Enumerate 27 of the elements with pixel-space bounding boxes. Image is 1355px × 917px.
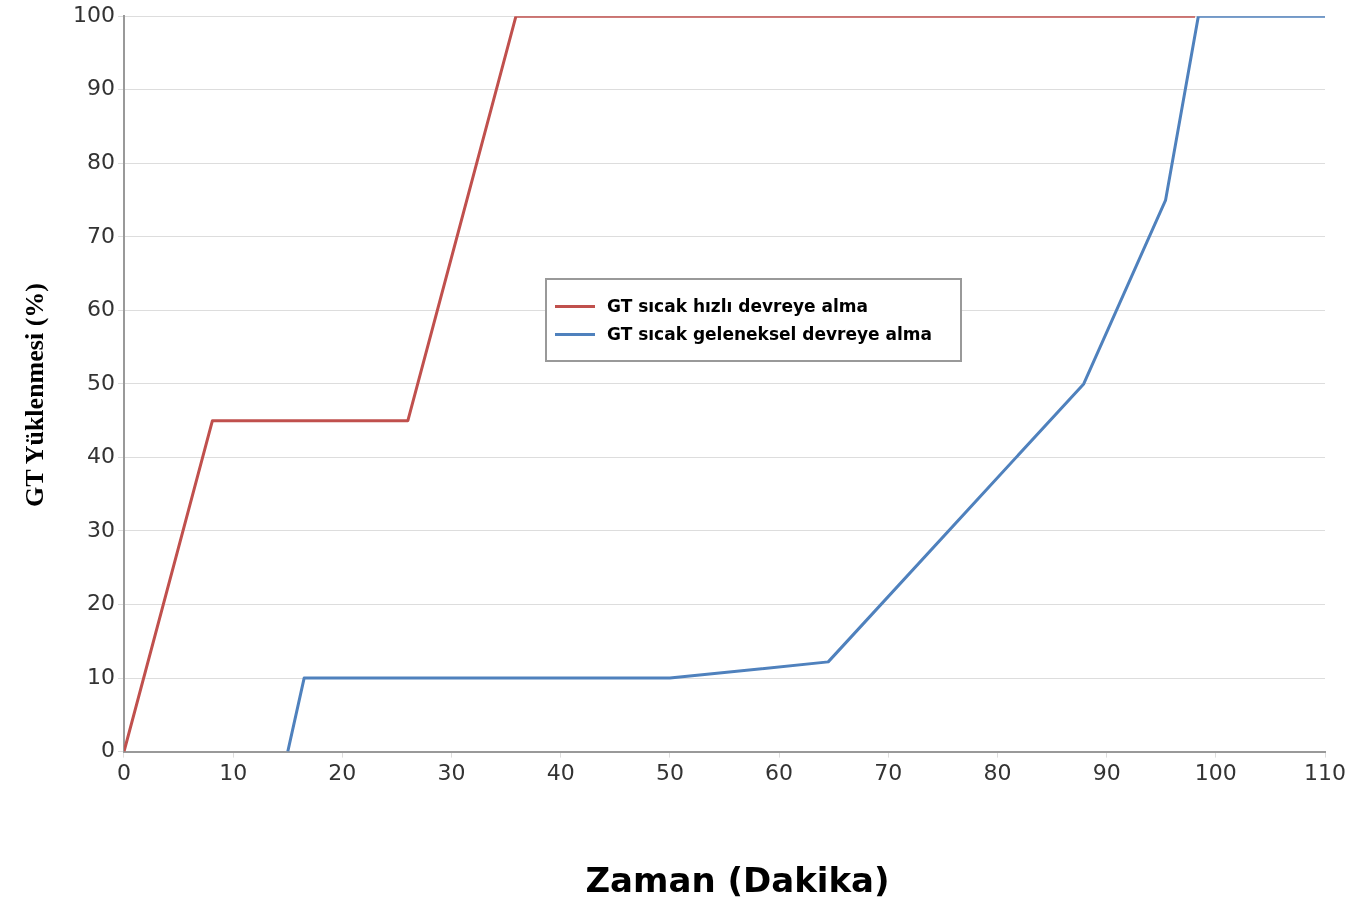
y-tick-label: 30 [86, 516, 115, 542]
y-tick-label: 90 [86, 75, 115, 101]
y-tick-label: 0 [100, 737, 115, 763]
x-tick-label: 110 [1304, 759, 1346, 785]
y-axis-title: GT Yüklenmesi (%) [20, 283, 50, 507]
x-tick-label: 90 [1092, 759, 1121, 785]
x-tick-label: 20 [328, 759, 357, 785]
x-tick-label: 30 [437, 759, 466, 785]
y-tick-label: 60 [86, 296, 115, 322]
y-tick-label: 100 [72, 1, 115, 27]
y-tick-label: 40 [86, 443, 115, 469]
x-tick-label: 60 [765, 759, 794, 785]
x-tick-label: 100 [1194, 759, 1237, 785]
x-tick-label: 40 [546, 759, 575, 785]
x-tick-label: 50 [655, 759, 684, 785]
y-tick-label: 70 [86, 222, 115, 248]
y-tick-label: 50 [86, 369, 115, 395]
legend-label: GT sıcak geleneksel devreye alma [606, 324, 932, 344]
y-tick-label: 20 [86, 590, 115, 616]
x-tick-label: 0 [116, 759, 131, 785]
x-tick-label: 70 [874, 759, 903, 785]
legend-label: GT sıcak hızlı devreye alma [606, 296, 869, 316]
x-tick-label: 10 [219, 759, 248, 785]
x-axis-title: Zaman (Dakika) [584, 860, 891, 900]
x-tick-label: 80 [983, 759, 1012, 785]
y-tick-label: 10 [86, 663, 115, 689]
y-tick-label: 80 [86, 149, 115, 174]
